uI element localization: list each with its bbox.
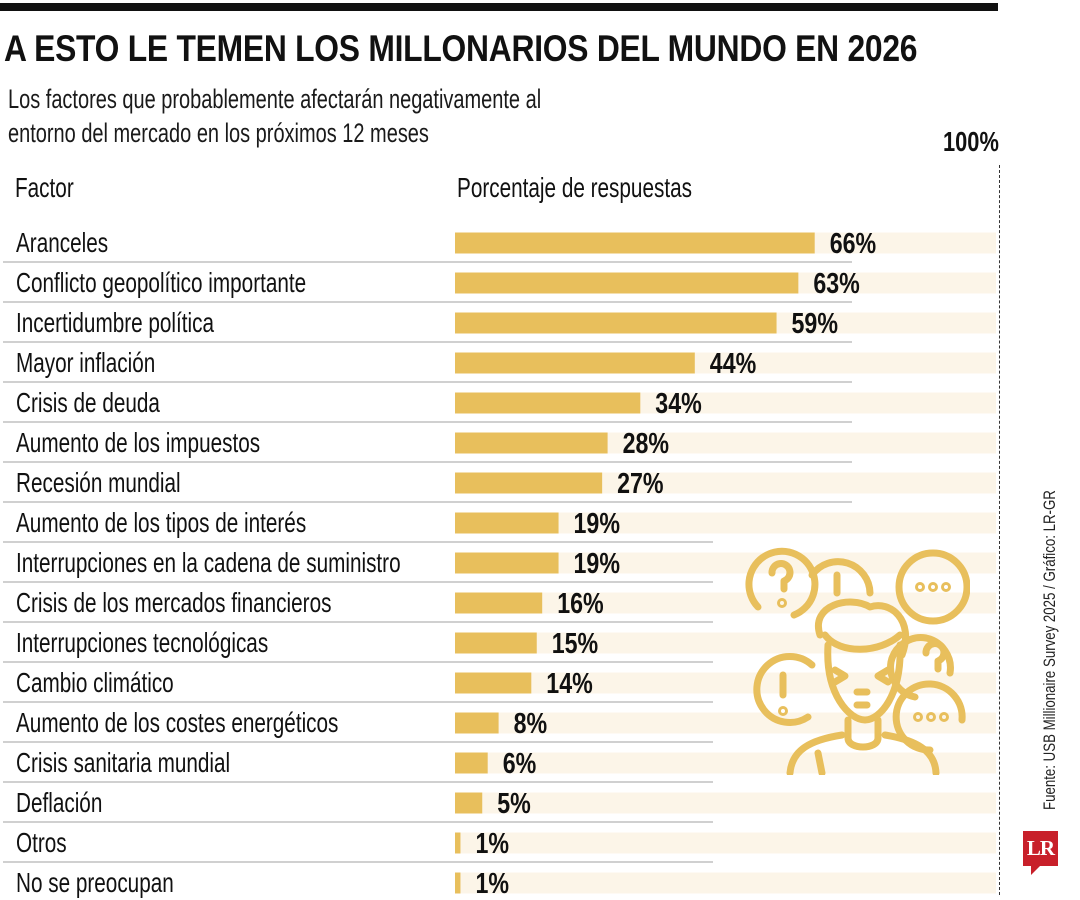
value-label: 16% — [557, 586, 603, 619]
bar — [455, 312, 777, 334]
category-label: Crisis de los mercados financieros — [16, 588, 331, 619]
category-label: Aumento de los tipos de interés — [16, 508, 306, 539]
value-label: 66% — [830, 226, 876, 259]
value-label: 1% — [475, 826, 509, 859]
bar — [455, 832, 461, 854]
bar — [455, 472, 603, 494]
bar — [455, 512, 559, 534]
category-label: Crisis sanitaria mundial — [16, 748, 230, 779]
column-header-factor: Factor — [15, 172, 94, 204]
value-label: 14% — [546, 666, 592, 699]
bar-background-stripe — [455, 792, 996, 814]
category-label: Interrupciones tecnológicas — [16, 628, 268, 659]
bar-background-stripe — [455, 752, 996, 774]
category-label: Crisis de deuda — [16, 388, 160, 419]
value-label: 1% — [475, 866, 509, 899]
top-rule — [0, 3, 998, 11]
value-label: 15% — [552, 626, 598, 659]
exclamation-bubble-1 — [808, 558, 874, 597]
bar-background-stripe — [455, 592, 996, 614]
column-header-percentage: Porcentaje de respuestas — [457, 172, 775, 204]
question-bubble-1 — [745, 547, 819, 619]
exclamation-bubble-2 — [753, 652, 816, 726]
value-label: 8% — [514, 706, 548, 739]
source-note: Fuente: USB Millionaire Survey 2025 / Gr… — [1040, 400, 1060, 810]
value-label: 27% — [617, 466, 663, 499]
category-label: Incertidumbre política — [16, 308, 214, 339]
category-label: Conflicto geopolítico importante — [16, 268, 306, 299]
value-label: 19% — [574, 506, 620, 539]
bar — [455, 592, 543, 614]
column-header-factor-text: Factor — [15, 172, 74, 203]
category-label: Aumento de los costes energéticos — [16, 708, 338, 739]
bar — [455, 752, 488, 774]
bar-background-stripe — [455, 672, 996, 694]
category-label: Otros — [16, 828, 67, 859]
bar-background-stripe — [455, 872, 996, 894]
value-label: 63% — [813, 266, 859, 299]
bar — [455, 672, 532, 694]
category-label: Interrupciones en la cadena de suministr… — [16, 548, 401, 579]
category-label: Aranceles — [16, 228, 108, 259]
bar — [455, 632, 537, 654]
category-label: Recesión mundial — [16, 468, 181, 499]
category-label: Deflación — [16, 788, 102, 819]
confused-person-illustration-icon — [745, 547, 970, 775]
category-label: No se preocupan — [16, 868, 174, 899]
column-header-percentage-text: Porcentaje de respuestas — [457, 172, 692, 203]
bar — [455, 272, 799, 294]
category-label: Aumento de los impuestos — [16, 428, 260, 459]
bar-background-stripe — [455, 832, 996, 854]
chart-title-text: A ESTO LE TEMEN LOS MILLONARIOS DEL MUND… — [4, 28, 918, 69]
bar — [455, 712, 499, 734]
bar — [455, 792, 483, 814]
ellipsis-bubble-1 — [895, 549, 970, 625]
value-label: 5% — [497, 786, 531, 819]
bar — [455, 392, 641, 414]
bar — [455, 872, 461, 894]
category-label: Cambio climático — [16, 668, 174, 699]
bar — [455, 232, 815, 254]
value-label: 28% — [623, 426, 669, 459]
lr-logo: LR — [1023, 831, 1058, 875]
hair — [814, 598, 910, 659]
category-label: Mayor inflación — [16, 348, 155, 379]
bar — [455, 552, 559, 574]
bar — [455, 352, 695, 374]
value-label: 34% — [655, 386, 701, 419]
bar — [455, 432, 608, 454]
max-value-label: 100% — [943, 126, 1015, 158]
chart-subtitle: Los factores que probablemente afectarán… — [8, 82, 728, 150]
value-label: 44% — [710, 346, 756, 379]
subtitle-line-2: entorno del mercado en los próximos 12 m… — [8, 118, 429, 148]
reference-line-100 — [999, 165, 1000, 895]
chart-title: A ESTO LE TEMEN LOS MILLONARIOS DEL MUND… — [4, 28, 1066, 70]
bar-background-stripe — [455, 512, 996, 534]
value-label: 6% — [503, 746, 537, 779]
max-value-label-text: 100% — [943, 126, 999, 157]
value-label: 59% — [792, 306, 838, 339]
value-label: 19% — [574, 546, 620, 579]
subtitle-line-1: Los factores que probablemente afectarán… — [8, 84, 542, 114]
source-note-text: Fuente: USB Millionaire Survey 2025 / Gr… — [1040, 490, 1059, 810]
